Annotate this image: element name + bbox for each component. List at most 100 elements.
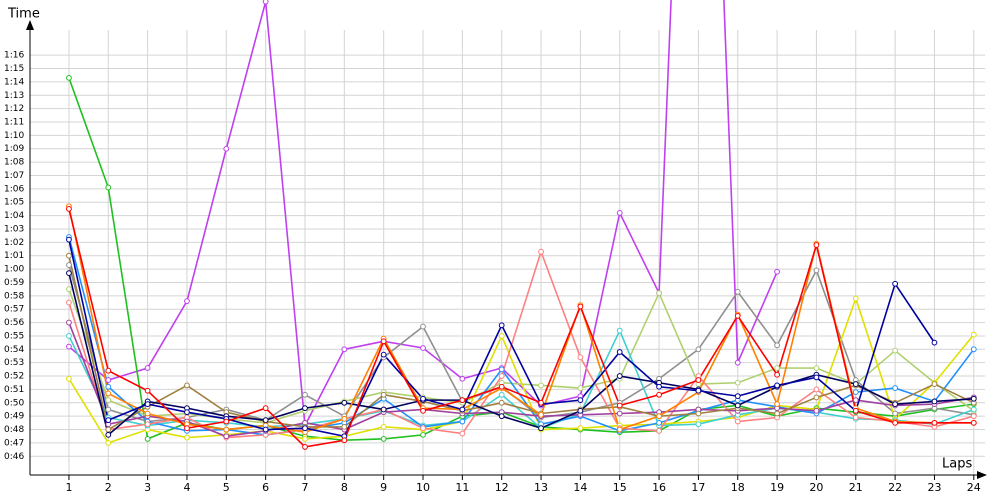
point	[105, 426, 112, 433]
point	[66, 299, 72, 306]
series-line	[68, 208, 974, 448]
x-tick-label: 7	[301, 481, 308, 494]
point	[380, 406, 387, 413]
y-tick-label: 0:46	[4, 452, 24, 462]
point	[184, 434, 190, 441]
point	[105, 397, 112, 404]
point	[184, 382, 190, 389]
point	[420, 431, 426, 438]
point	[734, 402, 741, 409]
series-line	[68, 236, 975, 436]
x-tick-label: 14	[573, 481, 587, 494]
point	[695, 410, 702, 417]
point	[774, 382, 780, 389]
point	[262, 0, 269, 5]
point	[420, 407, 426, 414]
point	[538, 399, 544, 406]
point	[302, 405, 308, 412]
series-line	[68, 272, 974, 437]
point	[852, 295, 859, 302]
x-tick-label: 19	[770, 481, 784, 494]
point	[813, 374, 820, 381]
x-tick-label: 16	[652, 481, 666, 494]
y-tick-label: 1:06	[4, 184, 24, 194]
y-axis-title: Time	[7, 7, 40, 22]
point	[105, 431, 112, 438]
y-tick-label: 0:58	[4, 291, 24, 301]
point	[223, 418, 230, 425]
point	[66, 319, 72, 326]
point	[105, 406, 112, 413]
point	[223, 426, 230, 433]
point	[774, 342, 780, 349]
point	[577, 425, 584, 432]
point	[813, 242, 820, 248]
point	[105, 440, 112, 446]
y-tick-label: 0:53	[4, 358, 24, 368]
point	[105, 184, 112, 191]
x-tick-label: 21	[849, 481, 863, 494]
x-tick-label: 22	[888, 481, 902, 494]
point	[852, 414, 859, 421]
point	[970, 413, 977, 420]
point	[262, 426, 269, 433]
point	[66, 262, 72, 268]
point	[734, 312, 741, 319]
point	[144, 410, 151, 417]
point	[223, 145, 230, 152]
point	[380, 338, 387, 345]
point	[852, 407, 859, 414]
y-tick-label: 1:10	[4, 131, 24, 141]
point	[223, 433, 230, 440]
point	[892, 347, 899, 354]
point	[105, 390, 112, 397]
point	[459, 375, 466, 382]
point	[813, 386, 820, 393]
point	[656, 391, 662, 398]
y-arrow	[26, 20, 34, 30]
point	[656, 290, 662, 297]
point	[892, 419, 899, 426]
y-tick-label: 1:09	[4, 144, 24, 154]
point	[498, 413, 505, 420]
point	[459, 418, 466, 425]
point	[302, 425, 308, 432]
point	[577, 397, 584, 404]
x-tick-label: 3	[144, 481, 151, 494]
point	[184, 425, 190, 432]
point	[616, 327, 623, 334]
y-tick-label: 0:57	[4, 305, 24, 315]
point	[774, 410, 780, 417]
y-tick-label: 0:55	[4, 331, 24, 341]
x-tick-label: 10	[416, 481, 430, 494]
point	[695, 387, 702, 394]
point	[498, 366, 505, 373]
point	[66, 343, 72, 350]
point	[105, 377, 112, 383]
y-tick-label: 1:15	[4, 64, 24, 74]
point	[105, 383, 112, 390]
y-tick-label: 0:54	[4, 345, 24, 355]
point	[616, 373, 623, 379]
point	[420, 345, 426, 351]
y-tick-label: 1:13	[4, 91, 24, 101]
point	[538, 425, 544, 432]
point	[577, 407, 584, 414]
point	[105, 417, 112, 424]
point	[341, 437, 348, 444]
x-tick-label: 20	[809, 481, 823, 494]
point	[341, 399, 348, 406]
point	[695, 377, 702, 383]
x-arrow	[977, 471, 987, 479]
point	[459, 406, 466, 413]
point	[66, 236, 72, 243]
series-line	[68, 255, 975, 431]
point	[892, 410, 899, 417]
y-tick-label: 1:01	[4, 251, 24, 261]
point	[577, 385, 584, 391]
point	[577, 354, 584, 361]
point	[852, 389, 859, 395]
point	[616, 426, 623, 433]
point	[970, 346, 977, 353]
point	[262, 417, 269, 424]
